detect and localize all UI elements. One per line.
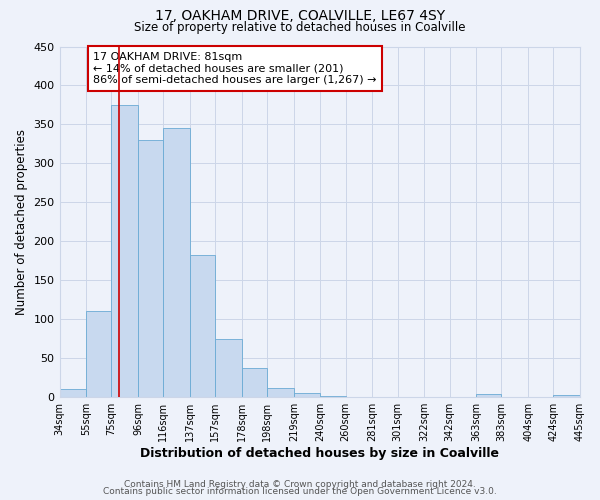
Text: Contains public sector information licensed under the Open Government Licence v3: Contains public sector information licen… bbox=[103, 488, 497, 496]
Text: Contains HM Land Registry data © Crown copyright and database right 2024.: Contains HM Land Registry data © Crown c… bbox=[124, 480, 476, 489]
Bar bbox=[553, 395, 580, 397]
Text: 17, OAKHAM DRIVE, COALVILLE, LE67 4SY: 17, OAKHAM DRIVE, COALVILLE, LE67 4SY bbox=[155, 9, 445, 23]
Bar bbox=[112, 105, 138, 397]
Bar bbox=[242, 368, 267, 397]
Bar bbox=[163, 128, 190, 397]
Bar bbox=[320, 396, 346, 397]
Bar bbox=[476, 394, 502, 397]
Text: 17 OAKHAM DRIVE: 81sqm
← 14% of detached houses are smaller (201)
86% of semi-de: 17 OAKHAM DRIVE: 81sqm ← 14% of detached… bbox=[94, 52, 377, 85]
Bar bbox=[294, 394, 320, 397]
Text: Size of property relative to detached houses in Coalville: Size of property relative to detached ho… bbox=[134, 21, 466, 34]
Bar bbox=[86, 312, 112, 397]
Bar bbox=[215, 339, 242, 397]
Bar bbox=[190, 254, 215, 397]
Bar bbox=[267, 388, 294, 397]
Y-axis label: Number of detached properties: Number of detached properties bbox=[15, 129, 28, 315]
Bar bbox=[138, 140, 163, 397]
X-axis label: Distribution of detached houses by size in Coalville: Distribution of detached houses by size … bbox=[140, 447, 499, 460]
Bar bbox=[59, 390, 86, 397]
